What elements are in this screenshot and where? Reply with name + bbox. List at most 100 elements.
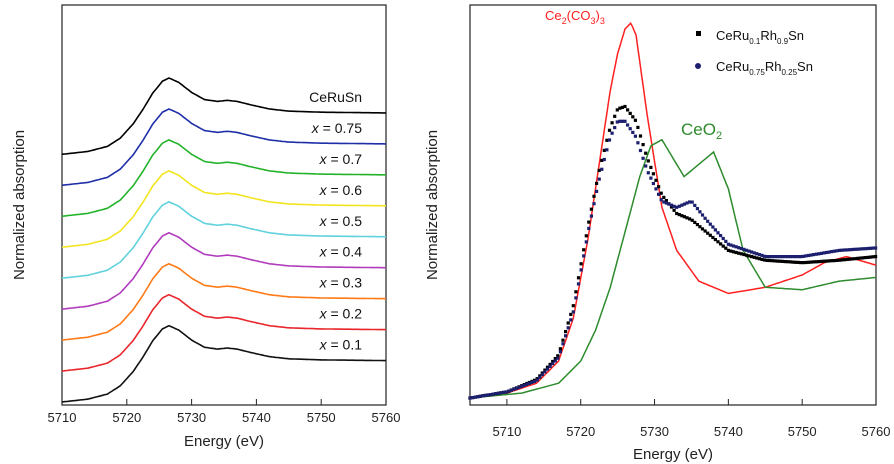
right-data-point: [677, 213, 681, 217]
right-data-point: [540, 372, 544, 377]
left-curve-label-6: x = 0.3: [319, 275, 363, 291]
right-data-point: [793, 260, 798, 264]
right-data-point: [822, 251, 826, 255]
right-data-point: [545, 367, 550, 371]
right-data-point: [845, 257, 849, 261]
right-data-point: [582, 254, 586, 258]
right-data-point: [659, 191, 663, 195]
right-data-point: [556, 356, 560, 360]
right-data-point: [638, 148, 643, 153]
right-data-point: [680, 203, 684, 207]
right-data-point: [610, 131, 614, 135]
left-curve-label-1: x = 0.75: [311, 120, 362, 136]
right-data-point: [566, 321, 570, 325]
right-data-point: [561, 342, 565, 346]
right-data-point: [682, 215, 686, 219]
right-data-point: [685, 201, 689, 205]
right-data-point: [558, 350, 562, 354]
right-data-point: [812, 260, 816, 264]
right-data-point: [595, 189, 599, 193]
right-data-point: [483, 393, 488, 397]
left-curve-3: [61, 170, 386, 248]
right-data-point: [703, 216, 707, 220]
left-x-tick-label-3: 5740: [242, 410, 271, 425]
right-data-point: [765, 258, 769, 262]
right-data-point: [817, 252, 821, 256]
right-data-point: [835, 249, 839, 253]
right-data-point: [533, 379, 537, 384]
right-data-point: [476, 395, 480, 399]
right-x-tick-label-3: 5740: [714, 424, 743, 439]
right-data-point: [757, 253, 761, 257]
right-data-point: [486, 393, 490, 397]
right-data-point: [636, 141, 640, 145]
right-data-point: [522, 383, 526, 387]
right-data-point: [762, 254, 767, 258]
right-data-point: [602, 157, 606, 162]
right-data-point: [837, 258, 842, 262]
left-x-ticks: 5710 5720 5730 5740 5750 5760: [48, 399, 400, 425]
right-data-point: [587, 226, 591, 230]
right-data-point: [553, 357, 557, 361]
right-data-point: [750, 250, 754, 254]
right-data-point: [623, 104, 627, 109]
right-data-point: [855, 247, 860, 251]
right-data-point: [481, 394, 485, 398]
right-data-point: [618, 119, 622, 123]
right-data-point: [773, 259, 777, 263]
right-data-point: [584, 234, 588, 238]
right-data-point: [564, 334, 568, 338]
right-data-point: [646, 159, 650, 163]
right-x-tick-label-2: 5730: [640, 424, 669, 439]
right-data-point: [850, 247, 854, 252]
left-x-tick-label-1: 5720: [112, 410, 141, 425]
right-data-point: [649, 176, 653, 180]
right-data-point: [819, 259, 823, 263]
right-data-point: [768, 258, 772, 263]
right-data-point: [595, 181, 599, 185]
right-data-point: [633, 134, 637, 138]
right-data-point: [613, 114, 617, 118]
right-data-point: [770, 259, 774, 263]
right-data-point: [613, 126, 617, 130]
right-data-point: [837, 248, 842, 252]
right-data-point: [866, 255, 870, 259]
right-data-point: [657, 185, 661, 189]
right-data-point: [623, 119, 627, 123]
right-data-point: [814, 260, 818, 264]
right-data-point: [832, 259, 836, 263]
right-data-point: [651, 172, 655, 176]
right-data-point: [592, 194, 596, 198]
right-series-markers-2: [468, 104, 878, 400]
right-data-point: [729, 249, 733, 253]
right-data-point: [721, 244, 725, 248]
right-data-point: [848, 248, 852, 252]
right-data-point: [527, 381, 531, 385]
right-data-point: [675, 211, 679, 216]
left-curve-label-3: x = 0.6: [319, 182, 363, 198]
right-data-point: [726, 242, 730, 246]
right-data-point: [822, 259, 826, 263]
right-x-tick-label-4: 5750: [788, 424, 817, 439]
right-data-point: [874, 255, 878, 259]
left-curve-6: [61, 262, 386, 341]
right-data-point: [669, 203, 674, 207]
right-data-point: [765, 255, 769, 259]
right-data-point: [809, 260, 813, 264]
right-data-point: [618, 106, 622, 110]
left-curve-8: [61, 324, 386, 403]
right-data-point: [739, 247, 743, 251]
right-data-point: [791, 260, 795, 264]
right-data-point: [855, 256, 860, 260]
right-data-point: [478, 394, 482, 398]
right-data-point: [602, 148, 606, 152]
left-curve-5: [61, 231, 386, 310]
right-data-point: [620, 105, 624, 109]
right-x-tick-label-0: 5710: [492, 424, 521, 439]
left-curve-label-8: x = 0.1: [319, 337, 363, 353]
right-data-point: [669, 205, 674, 209]
right-data-point: [597, 177, 601, 181]
left-x-tick-label-2: 5730: [177, 410, 206, 425]
right-data-point: [690, 200, 694, 204]
right-data-point: [788, 255, 792, 259]
